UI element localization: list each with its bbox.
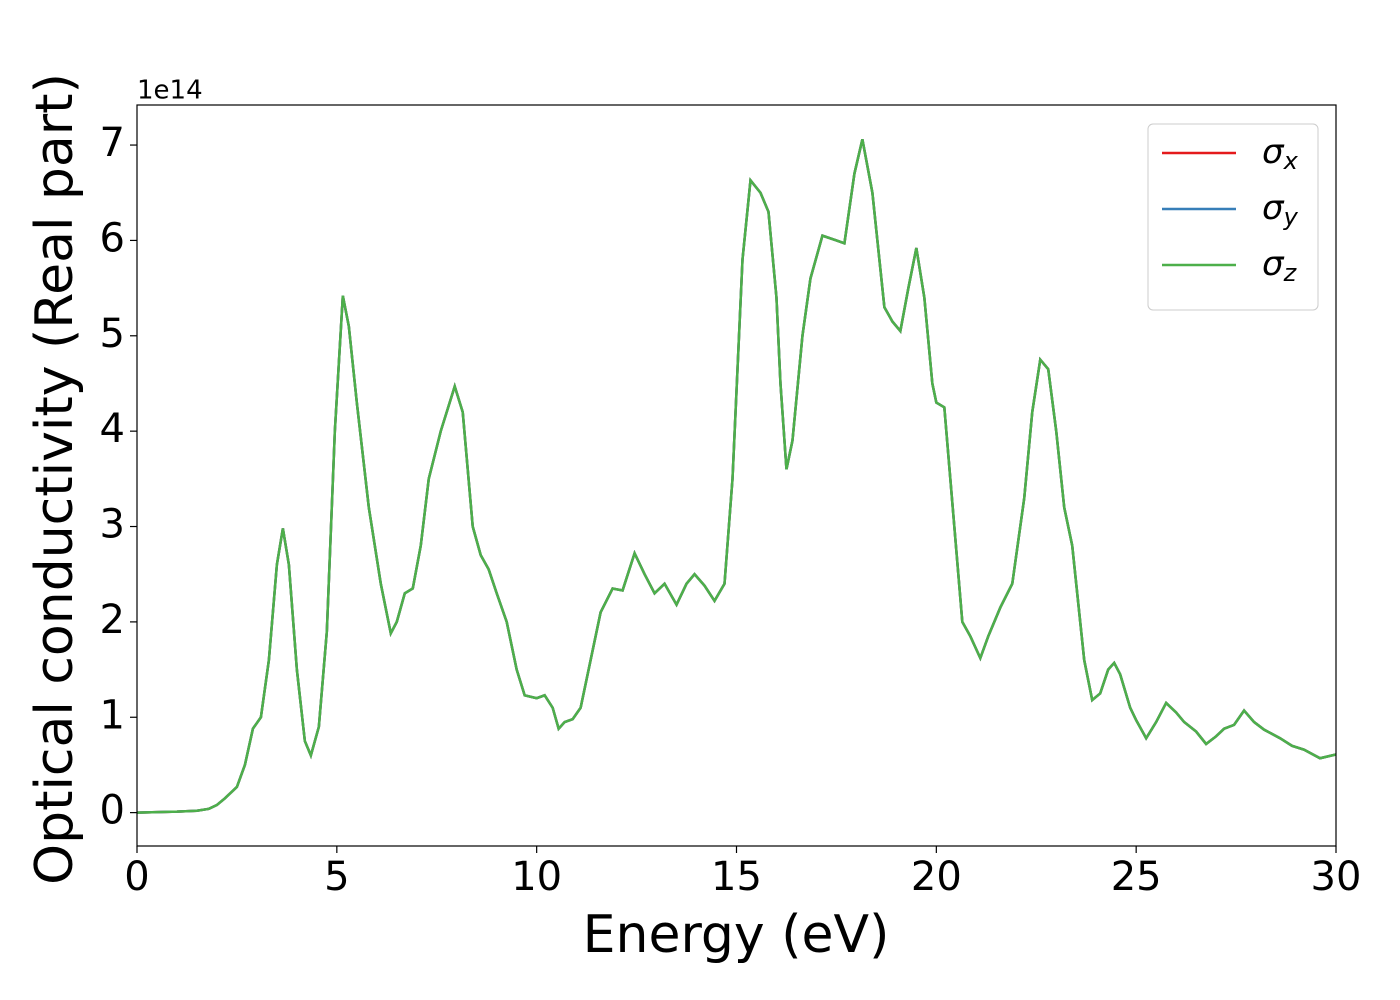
y-tick-label: 4 <box>100 406 125 452</box>
x-tick-label: 15 <box>711 854 762 900</box>
y-tick-label: 0 <box>100 788 125 834</box>
legend-box <box>1147 123 1319 311</box>
y-axis-label: Optical conductivity (Real part) <box>25 73 85 885</box>
x-tick-label: 20 <box>911 854 962 900</box>
x-axis-label: Energy (eV) <box>583 905 890 965</box>
legend-label: σy <box>1262 188 1299 232</box>
y-tick-label: 6 <box>100 215 125 261</box>
legend-label: σz <box>1262 244 1298 288</box>
x-tick-label: 10 <box>511 854 562 900</box>
offset-label: 1e14 <box>137 76 203 106</box>
x-tick-label: 0 <box>124 854 149 900</box>
x-tick-label: 5 <box>324 854 349 900</box>
series-line <box>137 139 1336 814</box>
plot-frame <box>136 104 1337 847</box>
y-tick-label: 1 <box>100 692 125 738</box>
y-tick-label: 7 <box>100 120 125 166</box>
y-tick-label: 2 <box>100 597 125 643</box>
x-tick-label: 25 <box>1111 854 1162 900</box>
y-tick-label: 5 <box>100 311 125 357</box>
legend-label: σx <box>1262 132 1299 176</box>
y-tick-label: 3 <box>100 502 125 548</box>
x-tick-label: 30 <box>1311 854 1362 900</box>
